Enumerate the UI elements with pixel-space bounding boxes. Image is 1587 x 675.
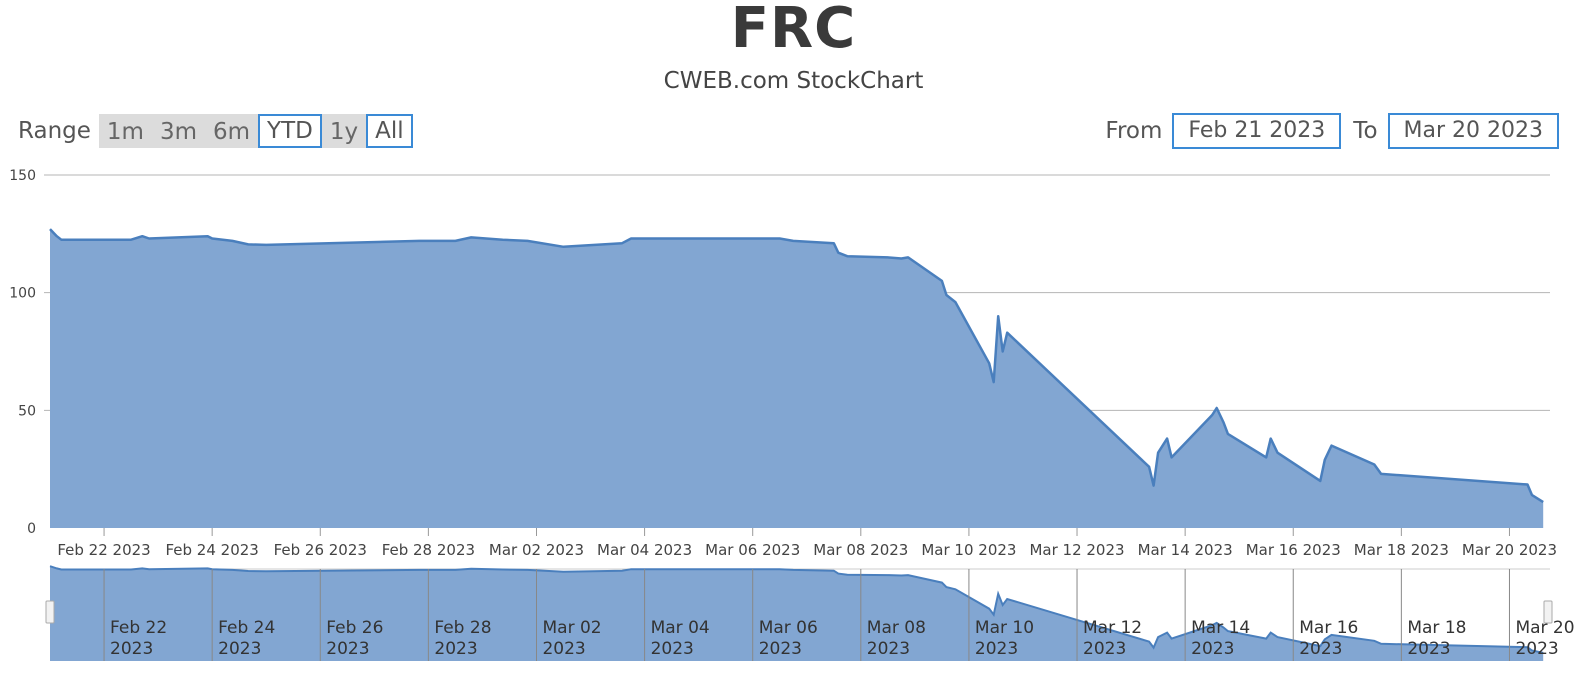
chart-title: FRC bbox=[730, 0, 857, 61]
navigator-tick-label: Mar 14 bbox=[1191, 618, 1250, 638]
navigator-tick-year: 2023 bbox=[1191, 639, 1234, 659]
navigator-tick-label: Feb 26 bbox=[326, 618, 383, 638]
y-tick-label: 50 bbox=[18, 403, 36, 419]
navigator-tick-year: 2023 bbox=[326, 639, 369, 659]
from-date-input[interactable]: Feb 21 2023 bbox=[1172, 113, 1342, 149]
x-tick-label: Mar 12 2023 bbox=[1029, 541, 1124, 559]
range-button-1m[interactable]: 1m bbox=[98, 114, 152, 148]
x-tick-label: Mar 20 2023 bbox=[1462, 541, 1557, 559]
navigator-tick-label: Mar 06 bbox=[759, 618, 818, 638]
navigator-left-handle[interactable] bbox=[45, 600, 55, 624]
navigator-tick-year: 2023 bbox=[1515, 639, 1558, 659]
navigator-tick-label: Mar 08 bbox=[867, 618, 926, 638]
navigator-tick-year: 2023 bbox=[110, 639, 153, 659]
to-label: To bbox=[1353, 118, 1378, 144]
y-tick-label: 0 bbox=[27, 521, 36, 537]
navigator-tick-label: Mar 20 bbox=[1515, 618, 1574, 638]
price-line bbox=[49, 228, 1544, 504]
navigator-tick-year: 2023 bbox=[1407, 639, 1450, 659]
x-tick-label: Feb 28 2023 bbox=[382, 541, 475, 559]
from-label: From bbox=[1105, 118, 1163, 144]
x-tick-label: Feb 26 2023 bbox=[274, 541, 367, 559]
range-selector: Range 1m 3m 6m YTD 1y All bbox=[18, 113, 413, 149]
navigator-tick-label: Feb 22 bbox=[110, 618, 167, 638]
range-button-1y[interactable]: 1y bbox=[321, 114, 367, 148]
price-area-fill bbox=[50, 229, 1544, 528]
navigator-line bbox=[49, 565, 1544, 654]
navigator-tick-label: Feb 28 bbox=[434, 618, 491, 638]
x-tick-label: Mar 02 2023 bbox=[489, 541, 584, 559]
chart-subtitle: CWEB.com StockChart bbox=[663, 68, 924, 94]
x-tick-label: Mar 10 2023 bbox=[921, 541, 1016, 559]
x-tick-label: Mar 08 2023 bbox=[813, 541, 908, 559]
navigator-tick-year: 2023 bbox=[434, 639, 477, 659]
range-label: Range bbox=[18, 118, 91, 144]
navigator-tick-label: Mar 10 bbox=[975, 618, 1034, 638]
x-tick-label: Mar 16 2023 bbox=[1246, 541, 1341, 559]
navigator-tick-year: 2023 bbox=[1299, 639, 1342, 659]
navigator-tick-label: Mar 16 bbox=[1299, 618, 1358, 638]
range-button-ytd[interactable]: YTD bbox=[258, 114, 322, 148]
x-tick-label: Mar 04 2023 bbox=[597, 541, 692, 559]
x-tick-label: Mar 14 2023 bbox=[1138, 541, 1233, 559]
x-axis-ticks: Feb 22 2023 Feb 24 2023 Feb 26 2023 Feb 28 … bbox=[57, 528, 1557, 559]
navigator-tick-label: Feb 24 bbox=[218, 618, 275, 638]
x-tick-label: Mar 06 2023 bbox=[705, 541, 800, 559]
navigator-tick-year: 2023 bbox=[218, 639, 261, 659]
navigator-tick-label: Mar 18 bbox=[1407, 618, 1466, 638]
navigator-tick-year: 2023 bbox=[759, 639, 802, 659]
navigator-tick-label: Mar 02 bbox=[542, 618, 601, 638]
y-axis-ticks: 0 50 100 150 bbox=[9, 168, 36, 537]
navigator-tick-year: 2023 bbox=[1083, 639, 1126, 659]
to-date-input[interactable]: Mar 20 2023 bbox=[1387, 113, 1559, 149]
range-button-3m[interactable]: 3m bbox=[151, 114, 205, 148]
navigator-tick-year: 2023 bbox=[651, 639, 694, 659]
navigator-right-handle[interactable] bbox=[1543, 600, 1553, 624]
x-tick-label: Feb 22 2023 bbox=[57, 541, 150, 559]
y-tick-label: 150 bbox=[9, 168, 36, 184]
y-tick-label: 100 bbox=[9, 286, 36, 302]
navigator-tick-label: Mar 12 bbox=[1083, 618, 1142, 638]
date-range-inputs: From Feb 21 2023 To Mar 20 2023 bbox=[1093, 113, 1559, 149]
x-tick-label: Feb 24 2023 bbox=[165, 541, 258, 559]
navigator-tick-year: 2023 bbox=[542, 639, 585, 659]
price-series bbox=[49, 228, 1544, 528]
navigator-tick-year: 2023 bbox=[867, 639, 910, 659]
x-tick-label: Mar 18 2023 bbox=[1354, 541, 1449, 559]
navigator-tick-label: Mar 04 bbox=[651, 618, 710, 638]
range-button-all[interactable]: All bbox=[366, 114, 413, 148]
range-button-6m[interactable]: 6m bbox=[205, 114, 259, 148]
navigator-tick-year: 2023 bbox=[975, 639, 1018, 659]
